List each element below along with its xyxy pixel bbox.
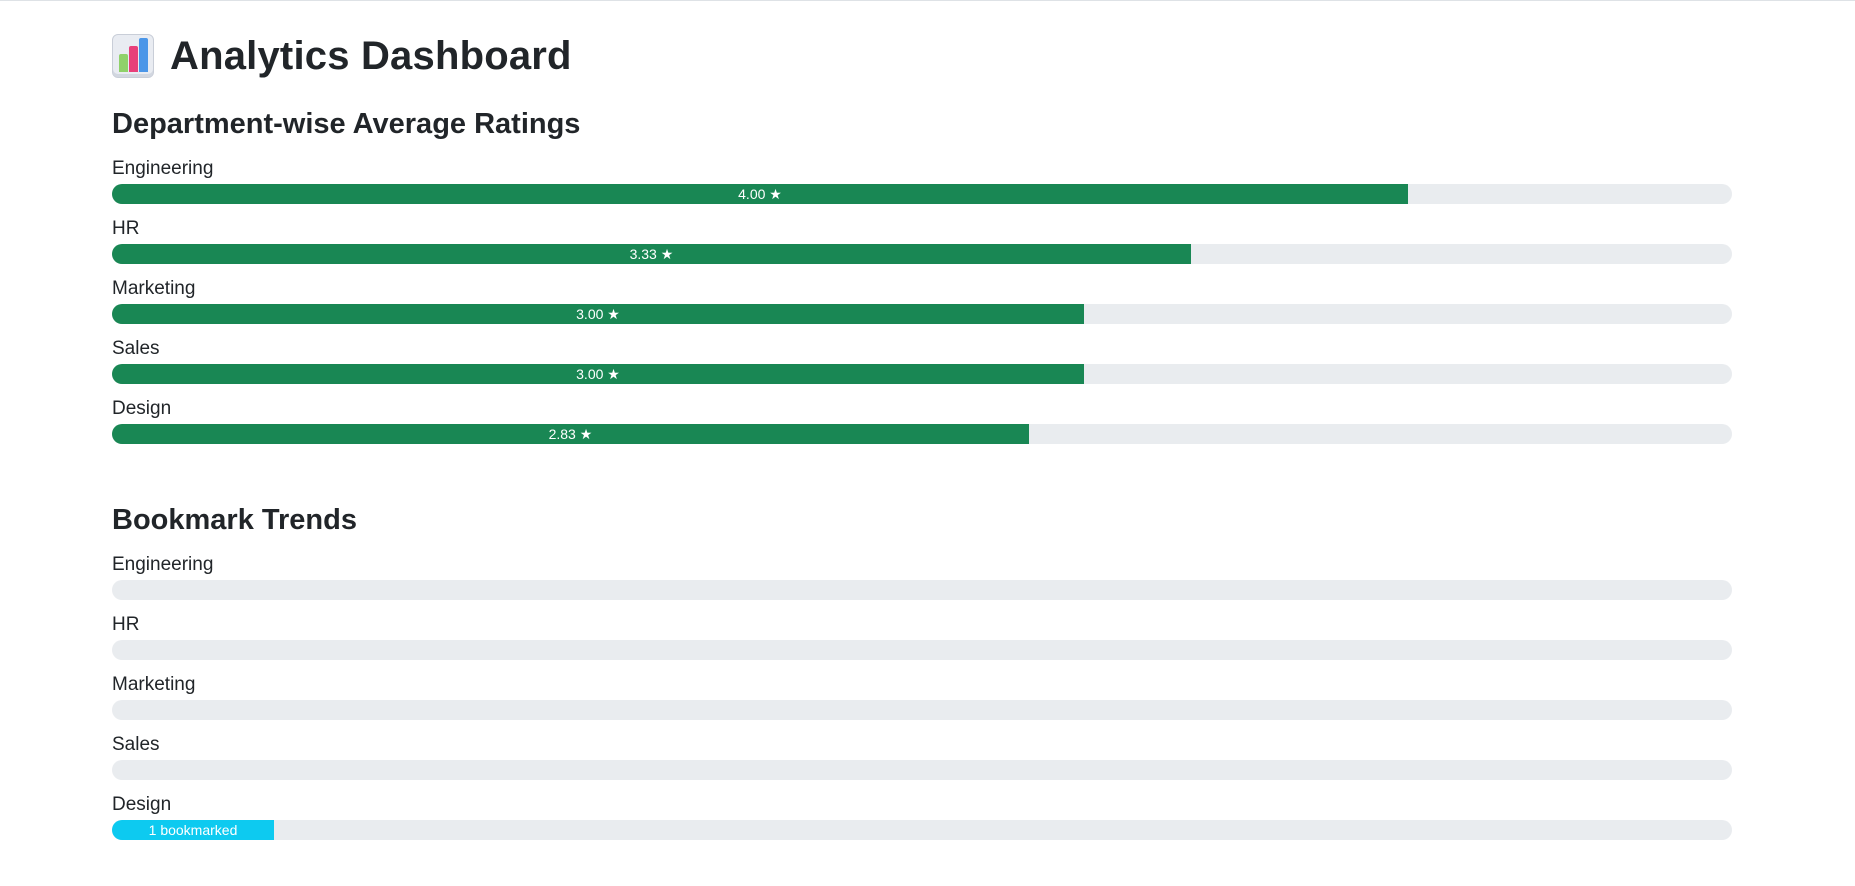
rating-track-engineering: 4.00 ★ xyxy=(112,184,1732,204)
rating-bar-marketing: 3.00 ★ xyxy=(112,304,1084,324)
bookmark-bar-design: 1 bookmarked xyxy=(112,820,274,840)
page-header: Analytics Dashboard xyxy=(112,32,572,80)
bookmark-label-marketing: Marketing xyxy=(112,674,196,695)
bookmark-track-sales xyxy=(112,760,1732,780)
ratings-section-title: Department-wise Average Ratings xyxy=(112,108,581,140)
bookmark-track-hr xyxy=(112,640,1732,660)
rating-label-sales: Sales xyxy=(112,338,160,359)
rating-bar-hr: 3.33 ★ xyxy=(112,244,1191,264)
rating-bar-engineering: 4.00 ★ xyxy=(112,184,1408,204)
bookmark-track-marketing xyxy=(112,700,1732,720)
bookmark-track-engineering xyxy=(112,580,1732,600)
rating-bar-design: 2.83 ★ xyxy=(112,424,1029,444)
top-border xyxy=(0,0,1855,1)
rating-label-engineering: Engineering xyxy=(112,158,214,179)
bookmark-label-engineering: Engineering xyxy=(112,554,214,575)
rating-label-marketing: Marketing xyxy=(112,278,196,299)
rating-label-hr: HR xyxy=(112,218,140,239)
rating-track-marketing: 3.00 ★ xyxy=(112,304,1732,324)
page-title: Analytics Dashboard xyxy=(170,33,572,78)
rating-track-sales: 3.00 ★ xyxy=(112,364,1732,384)
rating-bar-sales: 3.00 ★ xyxy=(112,364,1084,384)
rating-label-design: Design xyxy=(112,398,172,419)
bookmark-track-design: 1 bookmarked xyxy=(112,820,1732,840)
bar-chart-icon xyxy=(112,34,154,78)
bookmarks-section-title: Bookmark Trends xyxy=(112,504,357,536)
bookmark-label-design: Design xyxy=(112,794,172,815)
rating-track-design: 2.83 ★ xyxy=(112,424,1732,444)
bookmark-label-hr: HR xyxy=(112,614,140,635)
bookmark-label-sales: Sales xyxy=(112,734,160,755)
rating-track-hr: 3.33 ★ xyxy=(112,244,1732,264)
